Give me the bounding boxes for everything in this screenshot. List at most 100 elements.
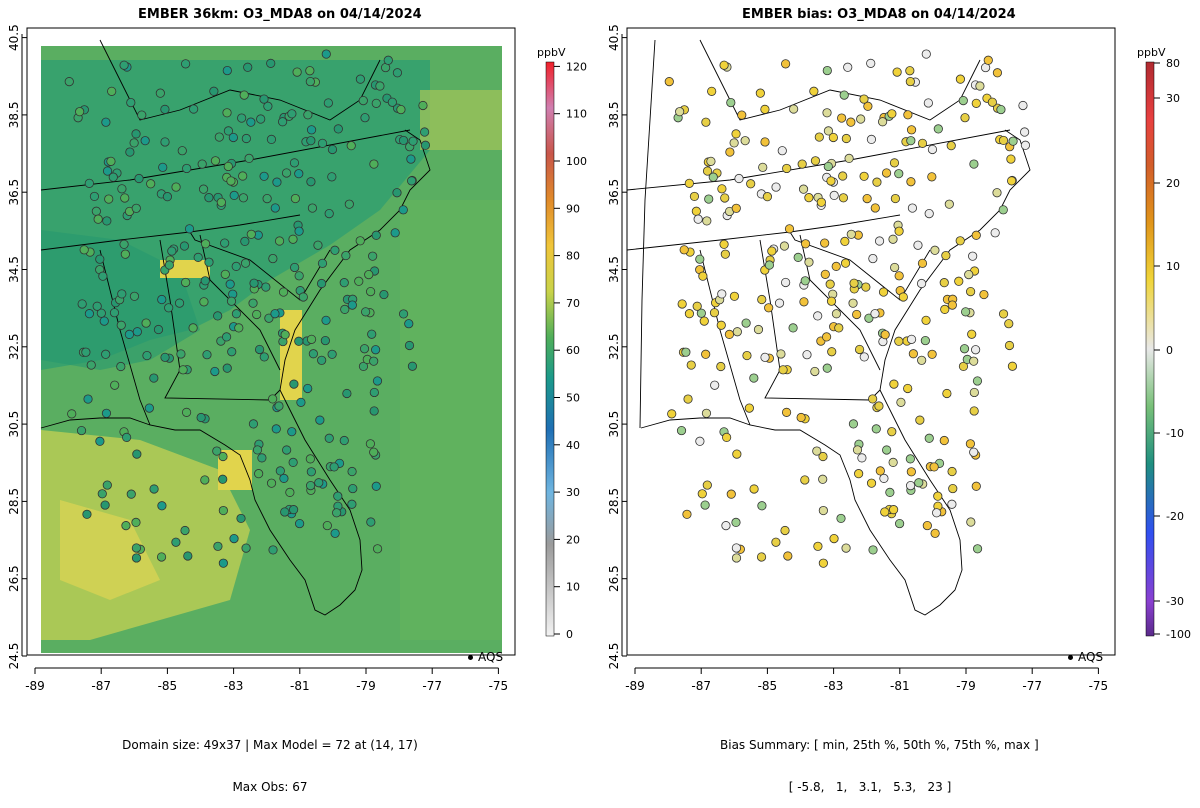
aqs-site-marker [75,107,85,117]
aqs-site-marker [125,147,135,157]
aqs-site-marker [110,380,120,390]
aqs-bias-marker [764,303,774,313]
aqs-site-marker [183,551,193,561]
aqs-site-marker [218,558,228,568]
aqs-bias-marker [764,260,775,270]
aqs-site-marker [181,59,191,69]
aqs-site-marker [294,226,304,236]
aqs-bias-marker [813,541,823,551]
aqs-bias-marker [717,184,727,194]
aqs-site-marker [408,136,418,146]
aqs-bias-marker [682,509,692,519]
aqs-site-marker [282,445,292,455]
aqs-bias-marker [859,171,869,181]
aqs-site-marker [330,245,340,255]
aqs-marker-icon [468,655,473,660]
aqs-site-marker [196,412,206,423]
model-high-zone-atlantic [420,90,502,150]
aqs-site-marker [365,439,376,449]
aqs-site-marker [101,349,111,359]
aqs-site-marker [81,347,91,357]
aqs-bias-marker [916,278,927,289]
aqs-site-marker [398,205,408,215]
state-line-ms-al [699,249,751,426]
aqs-site-marker [420,140,431,150]
aqs-bias-marker [722,432,732,443]
aqs-bias-marker [868,545,878,555]
aqs-bias-marker [753,324,764,335]
aqs-bias-marker [757,501,767,511]
aqs-bias-marker [969,387,979,398]
aqs-bias-marker [802,350,812,360]
aqs-bias-marker [877,117,888,127]
aqs-site-marker [316,278,327,289]
aqs-site-marker [220,238,230,248]
aqs-bias-marker [870,203,880,213]
aqs-bias-marker [788,323,798,333]
left-colorbar-tick-label: 50 [566,392,580,405]
aqs-bias-marker [913,240,923,250]
aqs-bias-marker [862,193,872,204]
aqs-site-marker [197,159,207,169]
right-plot-frame [626,27,1116,656]
right-x-tick-label: -81 [890,679,910,693]
aqs-site-marker [189,104,199,114]
aqs-bias-marker [983,55,993,65]
aqs-bias-marker [965,439,976,449]
left-y-tick-label: 38.5 [7,102,21,129]
aqs-bias-marker [923,98,933,108]
aqs-bias-marker [820,269,830,279]
aqs-bias-marker [700,500,710,510]
aqs-bias-marker [846,117,856,127]
aqs-site-marker [305,66,315,76]
aqs-site-marker [303,110,313,120]
left-y-tick-label: 26.5 [7,565,21,592]
left-colorbar-tick-label: 110 [566,108,587,121]
aqs-site-marker [322,520,332,531]
aqs-site-marker [77,299,87,309]
aqs-site-marker [132,449,142,459]
aqs-site-marker [177,146,187,156]
aqs-site-marker [179,241,190,251]
model-high-zone-gulf-core [60,500,160,600]
aqs-bias-marker [800,475,810,485]
aqs-site-marker [132,327,142,337]
aqs-bias-marker [697,489,707,499]
aqs-site-marker [289,158,300,168]
aqs-bias-marker [789,104,799,114]
aqs-site-marker [306,467,316,477]
right-y-tick-label: 26.5 [607,565,621,592]
aqs-site-marker [182,163,192,174]
aqs-site-marker [295,518,305,529]
aqs-site-marker [222,65,232,76]
aqs-bias-marker [905,454,915,464]
left-y-tick-label: 28.5 [7,488,21,515]
aqs-bias-marker [890,193,900,204]
aqs-site-marker [262,193,272,204]
aqs-site-marker [371,481,381,491]
aqs-bias-marker [888,457,898,467]
right-y-tick-label: 30.5 [607,411,621,438]
aqs-bias-marker [971,345,981,355]
aqs-bias-marker [892,67,902,77]
aqs-bias-marker [915,415,925,425]
aqs-site-marker [323,98,333,108]
aqs-site-marker [369,406,379,416]
aqs-site-marker [83,394,93,404]
aqs-bias-marker [880,507,890,517]
aqs-site-marker [210,156,221,166]
state-line-ga-sc [799,234,881,371]
left-colorbar-tick-label: 10 [566,581,580,594]
aqs-site-marker [95,254,105,264]
aqs-bias-marker [762,192,773,202]
aqs-site-marker [340,304,350,314]
aqs-bias-marker [781,277,791,288]
aqs-bias-marker [846,229,856,239]
aqs-bias-marker [820,238,830,248]
aqs-site-marker [371,230,381,240]
aqs-bias-marker [979,289,989,300]
aqs-bias-marker [1008,136,1018,146]
aqs-site-marker [126,489,136,499]
aqs-site-marker [358,361,369,372]
aqs-site-marker [279,473,289,483]
